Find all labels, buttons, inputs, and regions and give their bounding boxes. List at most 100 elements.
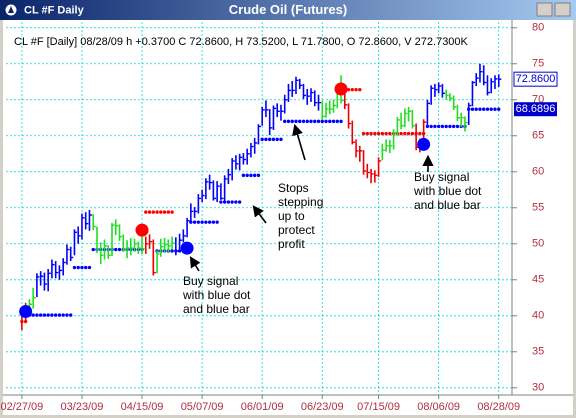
- last-close-box: [513, 71, 558, 87]
- stop-dot: [38, 313, 43, 317]
- stop-dot: [425, 124, 430, 129]
- stop-dot: [388, 131, 392, 136]
- y-tick-label: 80: [532, 22, 544, 34]
- stop-dot: [144, 210, 148, 214]
- window-icon-glyph: [8, 6, 14, 13]
- stop-dot: [440, 124, 445, 129]
- stop-dot: [211, 220, 216, 224]
- stop-dot: [72, 265, 77, 270]
- stop-dot: [286, 119, 291, 124]
- stop-dot: [166, 210, 171, 214]
- last-stop-box: [514, 102, 557, 117]
- signal-dot: [417, 137, 431, 151]
- stop-dot: [470, 107, 475, 111]
- stop-dot: [403, 131, 407, 136]
- stop-dot: [373, 131, 377, 136]
- stop-dot: [80, 265, 84, 270]
- stop-dot: [365, 131, 370, 136]
- stop-dot: [455, 124, 460, 129]
- stop-dot: [61, 313, 65, 317]
- stop-dot: [159, 210, 163, 214]
- stop-dot: [313, 119, 317, 124]
- last-close-label: 72.8600: [516, 73, 556, 85]
- stop-dot: [219, 200, 223, 204]
- stop-dot: [57, 313, 62, 317]
- stop-dot: [53, 313, 58, 317]
- stop-dot: [76, 265, 80, 270]
- plot: 72.8600 68.6896: [19, 63, 558, 331]
- stop-dot: [147, 210, 152, 214]
- stop-dot: [283, 119, 287, 124]
- stop-dot: [376, 131, 381, 136]
- minimize-button[interactable]: [536, 2, 553, 17]
- annotation-line: profit: [278, 237, 305, 251]
- window-title: CL #F Daily: [24, 4, 85, 16]
- y-tick-label: 35: [532, 346, 544, 358]
- stop-dot: [489, 107, 493, 111]
- title-bar: [0, 0, 576, 20]
- last-stop-label: 68.6896: [516, 103, 556, 115]
- x-tick-label: 04/15/09: [121, 401, 164, 413]
- stop-dot: [497, 107, 501, 111]
- stop-dot: [117, 247, 122, 252]
- y-tick-label: 55: [532, 202, 544, 214]
- stop-dot: [301, 119, 306, 124]
- y-tick-label: 40: [532, 310, 544, 322]
- stop-dot: [324, 119, 328, 124]
- stop-dot: [380, 131, 385, 136]
- stop-dot: [354, 87, 358, 92]
- stop-dot: [46, 313, 50, 317]
- stop-dot: [294, 119, 298, 124]
- stop-dot: [384, 131, 388, 136]
- x-tick-label: 03/23/09: [61, 401, 104, 413]
- stop-dot: [369, 131, 373, 136]
- x-tick-label: 06/01/09: [241, 401, 284, 413]
- stop-dot: [252, 173, 257, 178]
- stop-dot: [474, 107, 478, 111]
- annotation-line: and blue bar: [414, 198, 481, 212]
- y-tick-label: 65: [532, 130, 544, 142]
- maximize-button[interactable]: [554, 2, 571, 17]
- stop-dot: [162, 210, 167, 214]
- x-tick-label: 02/27/09: [0, 401, 43, 413]
- stop-dot: [31, 313, 35, 317]
- annotation-line: and blue bar: [183, 302, 250, 316]
- stop-dot: [91, 247, 95, 252]
- stop-dot: [260, 137, 264, 142]
- signal-dot: [180, 241, 194, 255]
- x-tick-label: 08/28/09: [477, 401, 520, 413]
- arrow: [189, 256, 201, 272]
- stop-dot: [350, 87, 355, 92]
- stop-dot: [196, 220, 201, 224]
- stop-dot: [256, 173, 261, 178]
- y-tick-label: 75: [532, 58, 544, 70]
- stop-dot: [451, 124, 456, 129]
- stop-dot: [279, 137, 283, 142]
- stop-dot: [155, 210, 159, 214]
- stop-dot: [346, 87, 351, 92]
- stop-dot: [399, 131, 403, 136]
- stop-dot: [436, 124, 441, 129]
- y-tick-label: 30: [532, 382, 544, 394]
- x-tick-label: 08/06/09: [417, 401, 460, 413]
- stop-dot: [151, 210, 156, 214]
- stop-dot: [215, 220, 219, 224]
- annotation-line: protect: [278, 223, 315, 237]
- stop-dot: [68, 313, 73, 317]
- signal-dot: [334, 82, 348, 96]
- header-info: CL #F [Daily] 08/28/09 h +0.3700 C 72.86…: [14, 36, 469, 48]
- annotation-line: stepping: [278, 195, 323, 209]
- stop-dot: [298, 119, 302, 124]
- stop-dot: [170, 210, 174, 214]
- annotation-line: Stops: [278, 181, 309, 195]
- stop-dot: [192, 220, 197, 224]
- arrow: [252, 205, 267, 224]
- stop-dot: [204, 220, 208, 224]
- stop-dot: [358, 87, 362, 92]
- y-tick-label: 45: [532, 274, 544, 286]
- arrows: [189, 123, 434, 272]
- stop-dot: [316, 119, 321, 124]
- stop-dot: [222, 200, 227, 204]
- stop-dot: [339, 119, 343, 124]
